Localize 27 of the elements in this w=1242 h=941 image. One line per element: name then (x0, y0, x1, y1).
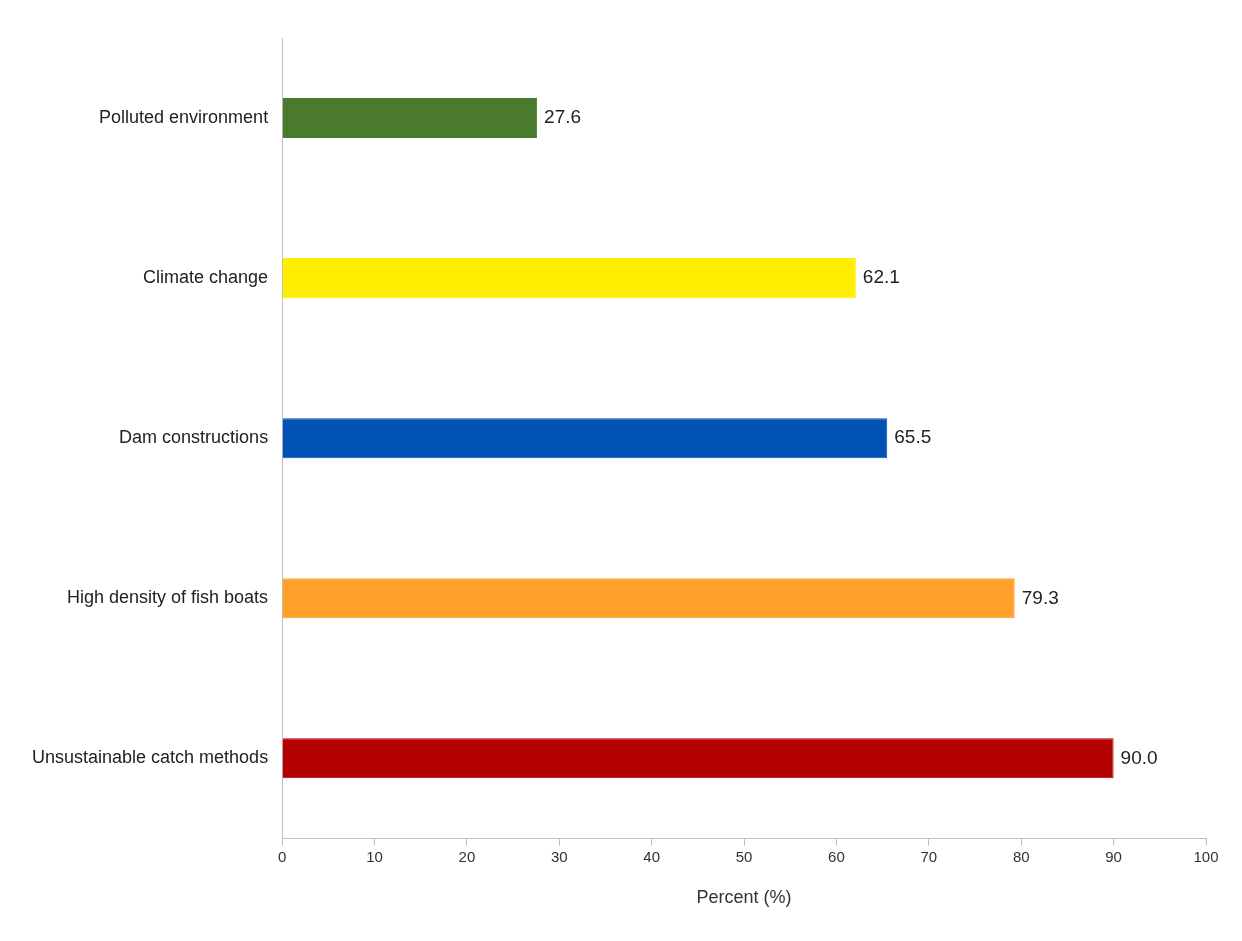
x-tick-label: 30 (550, 847, 568, 865)
bar (282, 418, 888, 459)
y-tick-label: Climate change (143, 267, 269, 288)
bar (282, 98, 538, 139)
data-label: 65.5 (894, 426, 932, 448)
y-tick-label: Polluted environment (99, 107, 269, 128)
x-tick-label: 50 (735, 847, 753, 865)
y-tick-label: High density of fish boats (67, 587, 269, 608)
x-tick-label: 40 (643, 847, 661, 865)
x-tick-label: 80 (1012, 847, 1030, 865)
x-tick-label: 10 (366, 847, 383, 865)
x-tick-label: 0 (277, 847, 287, 865)
x-tick-label: 20 (458, 847, 476, 865)
x-tick-label: 60 (828, 847, 845, 865)
y-tick-label: Dam constructions (119, 427, 269, 448)
x-tick-label: 90 (1105, 847, 1122, 865)
x-tick-label: 100 (1193, 847, 1219, 865)
y-tick-label: Unsustainable catch methods (32, 747, 269, 768)
data-label: 90.0 (1120, 746, 1158, 768)
data-label: 79.3 (1021, 586, 1059, 608)
bar (282, 578, 1015, 619)
data-label: 62.1 (862, 266, 900, 288)
bar (282, 258, 856, 299)
bar (282, 738, 1114, 779)
x-tick-label: 70 (920, 847, 938, 865)
data-label: 27.6 (544, 106, 582, 128)
x-axis-title: Percent (%) (696, 887, 792, 908)
